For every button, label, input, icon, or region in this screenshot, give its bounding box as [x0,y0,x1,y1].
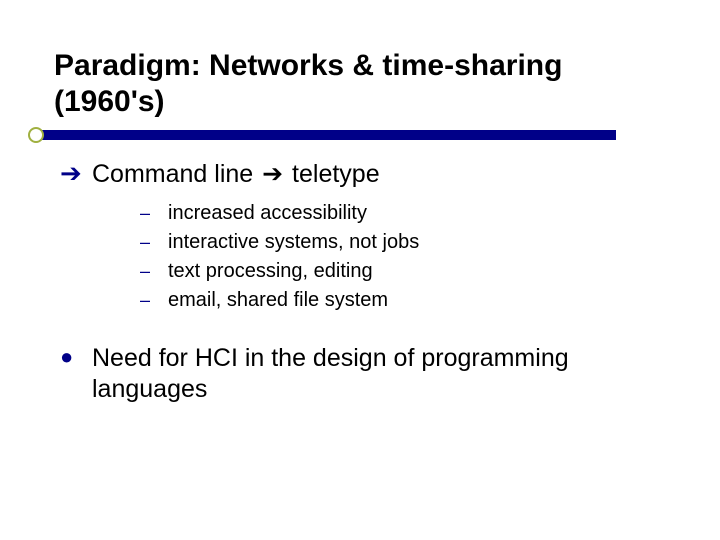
arrow-icon: ➔ [60,158,92,189]
list-item: – text processing, editing [140,257,666,286]
list-item: – interactive systems, not jobs [140,228,666,257]
bullet-dot-icon: ● [60,343,92,372]
dash-icon: – [140,258,168,284]
slide-title: Paradigm: Networks & time-sharing (1960'… [54,48,666,120]
underline-bar [36,130,616,140]
slide: Paradigm: Networks & time-sharing (1960'… [0,0,720,540]
main-bullet-text: Command line ➔ teletype [92,159,380,189]
sub-item-text: email, shared file system [168,286,388,315]
final-bullet: ● Need for HCI in the design of programm… [60,343,666,406]
sub-item-text: interactive systems, not jobs [168,228,419,257]
dash-icon: – [140,229,168,255]
main-text-after: teletype [285,160,380,188]
underline-circle-icon [28,127,44,143]
main-text-before: Command line [92,160,260,188]
list-item: – increased accessibility [140,199,666,228]
sub-item-text: text processing, editing [168,257,373,286]
inline-arrow-icon: ➔ [262,159,283,189]
slide-content: ➔ Command line ➔ teletype – increased ac… [60,158,666,406]
sub-list: – increased accessibility – interactive … [140,199,666,315]
title-underline [54,130,666,146]
list-item: – email, shared file system [140,286,666,315]
sub-item-text: increased accessibility [168,199,367,228]
final-text: Need for HCI in the design of programmin… [92,343,666,406]
dash-icon: – [140,200,168,226]
dash-icon: – [140,287,168,313]
main-bullet: ➔ Command line ➔ teletype [60,158,666,189]
